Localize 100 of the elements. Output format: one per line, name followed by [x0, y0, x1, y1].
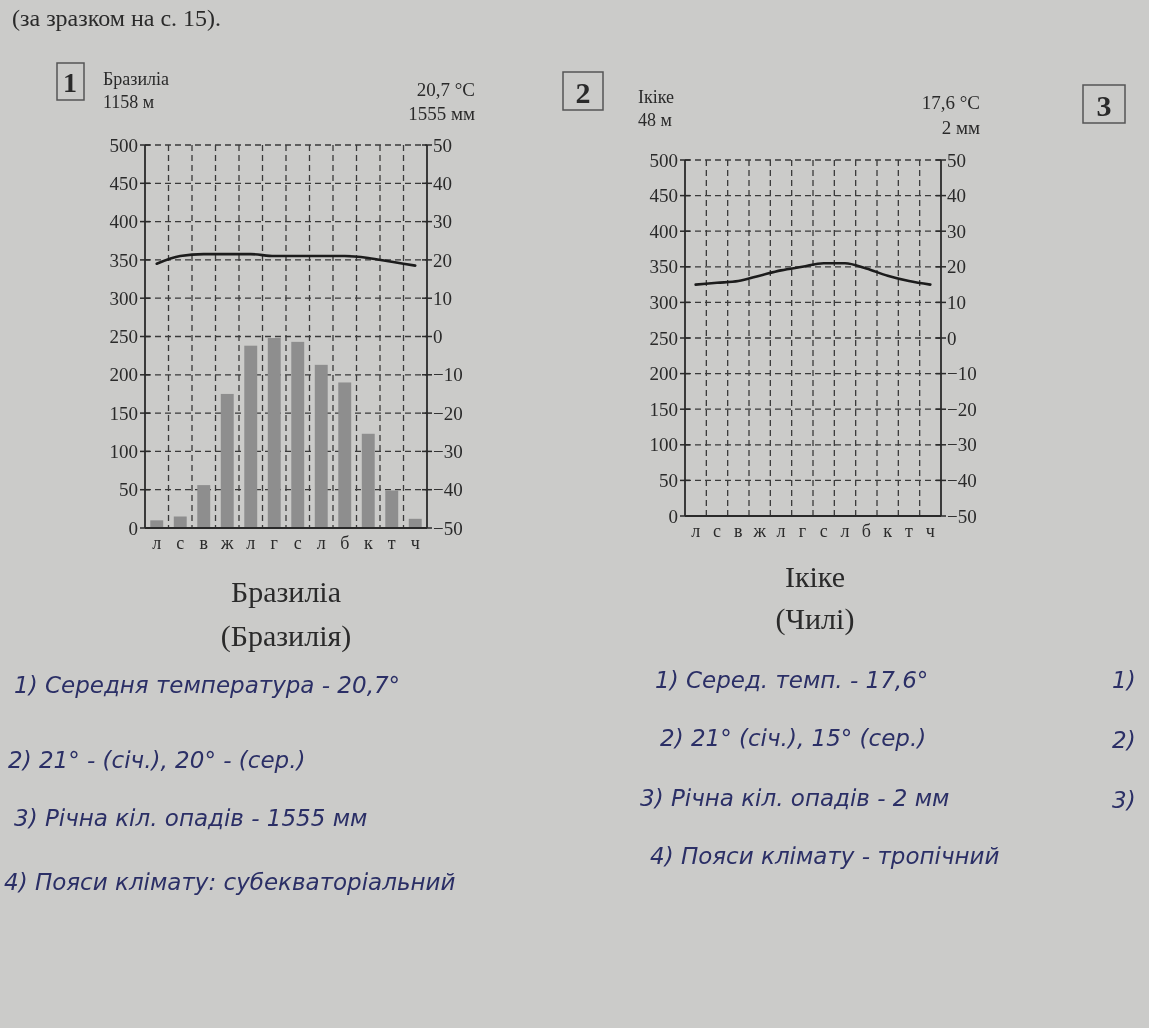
- x-tick-label: б: [340, 533, 350, 553]
- y2-tick-label: −20: [433, 402, 463, 424]
- text: 2) 21° - (січ.), 20° - (сер.): [8, 747, 306, 773]
- y-tick-label: 150: [649, 398, 678, 420]
- y2-tick-label: 10: [947, 292, 966, 314]
- text: 2) 21° (січ.), 15° (сер.): [660, 725, 927, 751]
- y-tick-label: 450: [109, 172, 138, 194]
- x-tick-label: к: [883, 521, 893, 541]
- y2-tick-label: −40: [433, 479, 463, 501]
- text: (Чилі): [775, 602, 855, 636]
- text: 20,7 °C: [416, 79, 475, 100]
- y-tick-label: 300: [109, 287, 138, 309]
- x-tick-label: с: [819, 521, 828, 541]
- text: 2 мм: [941, 117, 980, 138]
- text: 3) Річна кіл. опадів - 2 мм: [640, 785, 950, 811]
- text: 17,6 °C: [921, 92, 980, 113]
- bar: [267, 338, 281, 528]
- bar: [291, 341, 305, 528]
- text: (Бразилія): [220, 619, 352, 653]
- y-tick-label: 100: [649, 434, 678, 456]
- bar: [220, 393, 234, 528]
- y-tick-label: 400: [109, 211, 138, 233]
- text: 2): [1112, 727, 1136, 753]
- text: 3): [1112, 787, 1136, 813]
- bar: [197, 485, 211, 528]
- y2-tick-label: 50: [433, 134, 452, 156]
- y2-tick-label: −10: [947, 363, 977, 385]
- y2-tick-label: 0: [433, 326, 443, 348]
- text: 48 м: [638, 110, 672, 130]
- y2-tick-label: 20: [433, 249, 452, 271]
- x-tick-label: л: [691, 521, 701, 541]
- y2-tick-label: 30: [947, 220, 966, 242]
- text: 1) Серед. темп. - 17,6°: [655, 667, 929, 693]
- y2-tick-label: 40: [433, 172, 452, 194]
- y-tick-label: 50: [119, 479, 138, 501]
- x-tick-label: л: [316, 533, 326, 553]
- text: 3) Річна кіл. опадів - 1555 мм: [14, 805, 368, 831]
- text: Бразиліа: [230, 575, 342, 608]
- x-tick-label: т: [387, 533, 396, 553]
- bar: [314, 364, 328, 528]
- x-tick-label: г: [270, 533, 278, 553]
- x-tick-label: ж: [220, 533, 235, 553]
- y2-tick-label: −30: [947, 434, 977, 456]
- x-tick-label: л: [840, 521, 850, 541]
- y-tick-label: 200: [649, 363, 678, 385]
- y2-tick-label: 10: [433, 287, 452, 309]
- y2-tick-label: 50: [947, 149, 966, 171]
- y-tick-label: 300: [649, 292, 678, 314]
- text: 2: [575, 76, 591, 109]
- x-tick-label: л: [776, 521, 786, 541]
- y2-tick-label: −40: [947, 470, 977, 492]
- text: 4) Пояси клімату - тропічний: [650, 843, 1000, 869]
- text: (за зразком на с. 15).: [12, 5, 222, 31]
- y-tick-label: 0: [668, 505, 678, 527]
- y-tick-label: 200: [109, 364, 138, 386]
- x-tick-label: т: [905, 521, 914, 541]
- x-tick-label: л: [152, 533, 162, 553]
- y-tick-label: 450: [649, 185, 678, 207]
- line-series: [155, 252, 417, 267]
- y-tick-label: 500: [109, 134, 138, 156]
- x-tick-label: с: [176, 533, 185, 553]
- text: 1: [63, 67, 77, 98]
- text: 3: [1096, 89, 1112, 122]
- y2-tick-label: 0: [947, 327, 957, 349]
- x-tick-label: л: [246, 533, 256, 553]
- y2-tick-label: 30: [433, 211, 452, 233]
- text: Ікіке: [638, 87, 675, 107]
- text: 4) Пояси клімату: субекваторіальний: [4, 869, 456, 895]
- line-series: [694, 261, 932, 286]
- y-tick-label: 0: [128, 517, 138, 539]
- bar: [150, 520, 164, 528]
- y-tick-label: 250: [649, 327, 678, 349]
- text: Ікіке: [784, 560, 846, 593]
- y2-tick-label: −20: [947, 398, 977, 420]
- bar: [244, 345, 258, 528]
- y2-tick-label: −30: [433, 441, 463, 463]
- x-tick-label: б: [861, 521, 871, 541]
- x-tick-label: ч: [410, 533, 420, 553]
- y-tick-label: 150: [109, 402, 138, 424]
- y-tick-label: 400: [649, 220, 678, 242]
- y-tick-label: 250: [109, 326, 138, 348]
- y2-tick-label: −10: [433, 364, 463, 386]
- y-tick-label: 100: [109, 441, 138, 463]
- y-tick-label: 350: [109, 249, 138, 271]
- y2-tick-label: 20: [947, 256, 966, 278]
- x-tick-label: с: [713, 521, 721, 541]
- text: 1555 мм: [408, 103, 475, 124]
- y-tick-label: 350: [649, 256, 678, 278]
- x-tick-label: г: [798, 521, 807, 541]
- x-tick-label: в: [199, 533, 208, 553]
- text: Бразиліа: [103, 69, 170, 89]
- x-tick-label: ч: [925, 521, 935, 541]
- bar: [338, 382, 352, 528]
- bar: [361, 433, 375, 528]
- x-tick-label: с: [293, 533, 302, 553]
- y2-tick-label: 40: [947, 185, 966, 207]
- y-tick-label: 50: [659, 470, 678, 492]
- x-tick-label: ж: [752, 521, 767, 541]
- text: 1158 м: [103, 92, 155, 112]
- y2-tick-label: −50: [947, 505, 977, 527]
